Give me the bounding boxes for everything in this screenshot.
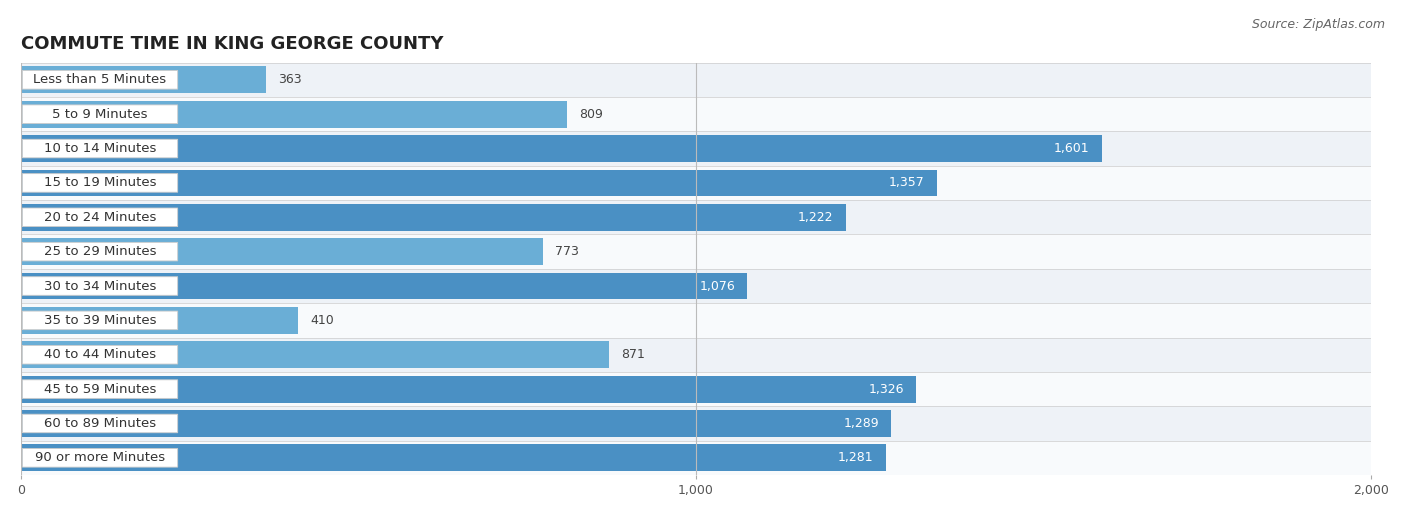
Text: 1,289: 1,289 [844,417,879,430]
Text: 35 to 39 Minutes: 35 to 39 Minutes [44,314,156,327]
Text: 90 or more Minutes: 90 or more Minutes [35,452,165,465]
Text: 30 to 34 Minutes: 30 to 34 Minutes [44,279,156,292]
Bar [21,338,1371,372]
Bar [21,132,1371,166]
Bar [21,63,1371,97]
Bar [21,303,1371,338]
Bar [21,269,1371,303]
FancyBboxPatch shape [22,242,177,261]
Text: 773: 773 [555,245,579,258]
Bar [21,238,543,265]
Bar [21,307,298,334]
Text: 871: 871 [621,348,645,361]
Text: 60 to 89 Minutes: 60 to 89 Minutes [44,417,156,430]
Text: 1,326: 1,326 [869,383,904,396]
Bar [21,341,609,368]
Bar [21,444,886,471]
Bar [21,97,1371,132]
Text: 25 to 29 Minutes: 25 to 29 Minutes [44,245,156,258]
Text: 5 to 9 Minutes: 5 to 9 Minutes [52,108,148,121]
Text: 410: 410 [309,314,333,327]
Bar [21,372,1371,406]
Text: COMMUTE TIME IN KING GEORGE COUNTY: COMMUTE TIME IN KING GEORGE COUNTY [21,35,443,53]
FancyBboxPatch shape [22,277,177,295]
Bar [21,170,936,196]
Text: 363: 363 [278,73,302,86]
Bar [21,200,1371,234]
Text: 40 to 44 Minutes: 40 to 44 Minutes [44,348,156,361]
Bar [21,135,1101,162]
Text: 1,076: 1,076 [699,279,735,292]
Bar [21,441,1371,475]
FancyBboxPatch shape [22,174,177,192]
Bar [21,101,567,127]
FancyBboxPatch shape [22,208,177,227]
Bar [21,234,1371,269]
FancyBboxPatch shape [22,346,177,364]
Text: 1,281: 1,281 [838,452,873,465]
Bar [21,272,747,300]
FancyBboxPatch shape [22,139,177,158]
Text: 10 to 14 Minutes: 10 to 14 Minutes [44,142,156,155]
FancyBboxPatch shape [22,311,177,330]
FancyBboxPatch shape [22,448,177,467]
Text: Source: ZipAtlas.com: Source: ZipAtlas.com [1251,18,1385,31]
Text: 45 to 59 Minutes: 45 to 59 Minutes [44,383,156,396]
Bar [21,66,266,93]
Bar [21,406,1371,441]
Bar [21,166,1371,200]
Text: 1,357: 1,357 [889,176,925,189]
Bar [21,204,846,231]
FancyBboxPatch shape [22,414,177,433]
Text: 809: 809 [579,108,603,121]
FancyBboxPatch shape [22,105,177,124]
Bar [21,376,915,402]
Text: 20 to 24 Minutes: 20 to 24 Minutes [44,211,156,224]
Text: Less than 5 Minutes: Less than 5 Minutes [34,73,167,86]
Text: 1,601: 1,601 [1054,142,1090,155]
FancyBboxPatch shape [22,380,177,398]
Text: 1,222: 1,222 [799,211,834,224]
FancyBboxPatch shape [22,70,177,89]
Bar [21,410,891,437]
Text: 15 to 19 Minutes: 15 to 19 Minutes [44,176,156,189]
